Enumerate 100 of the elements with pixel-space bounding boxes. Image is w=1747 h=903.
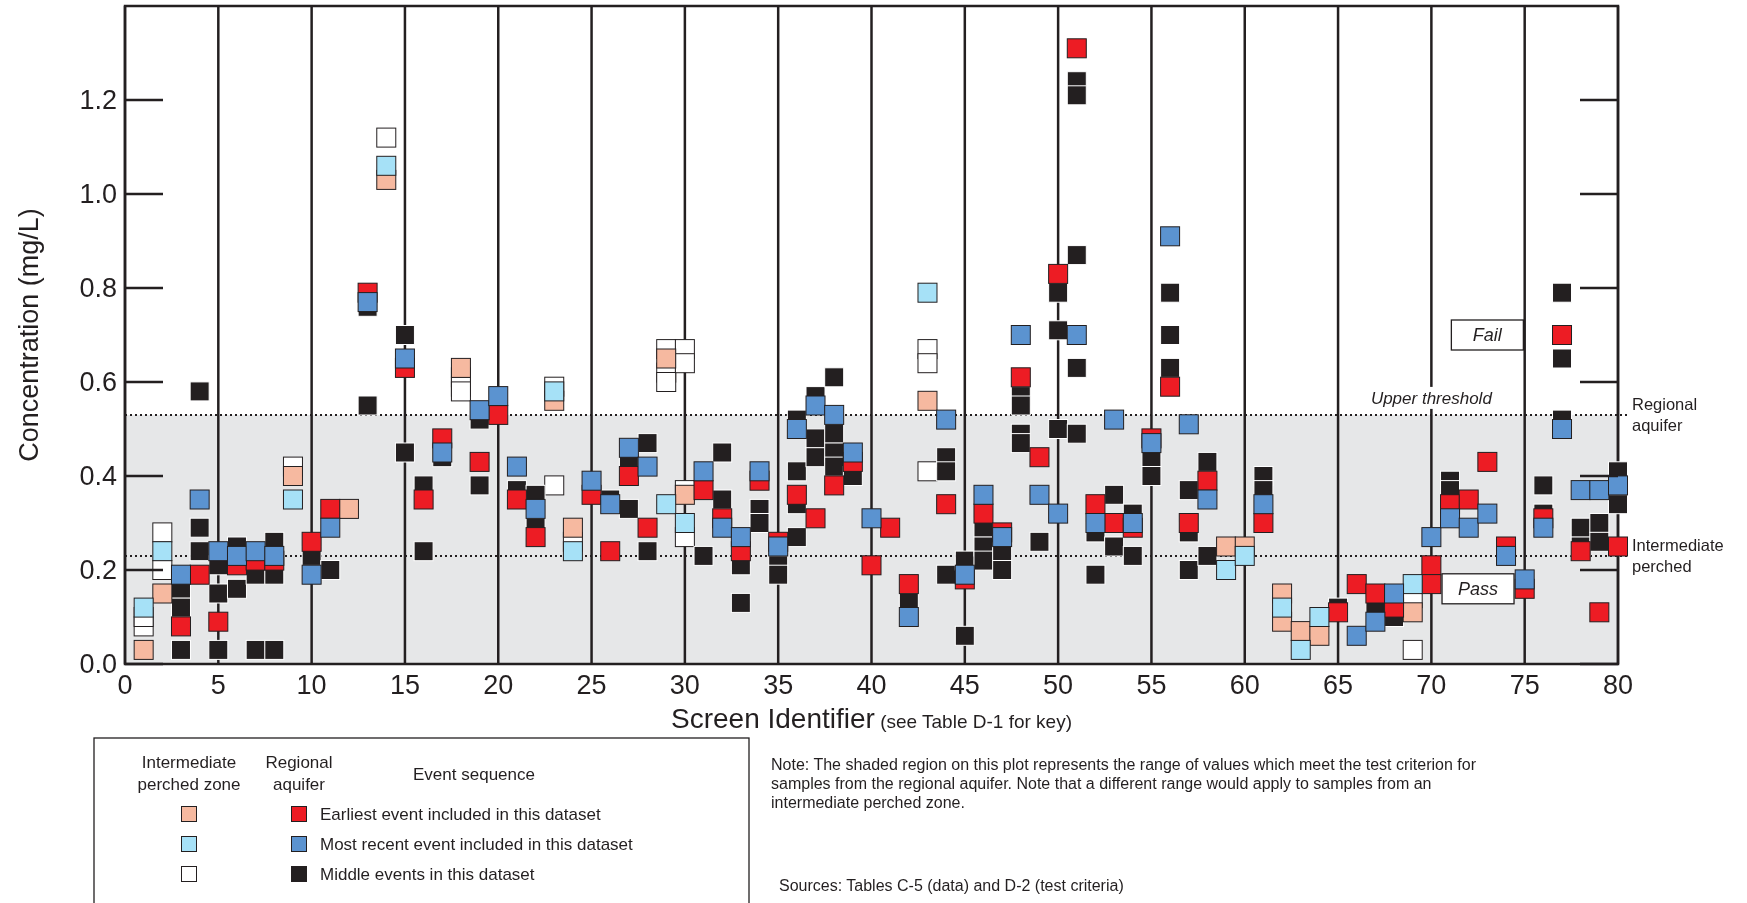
point — [133, 597, 154, 618]
point — [152, 522, 173, 543]
point — [917, 282, 938, 303]
x-tick-label: 30 — [669, 670, 700, 700]
point — [917, 390, 938, 411]
point — [824, 404, 845, 425]
source-note: Sources: Tables C-5 (data) and D-2 (test criteria) — [779, 877, 1124, 894]
point — [1066, 325, 1087, 345]
point — [1533, 517, 1554, 538]
point — [1346, 625, 1367, 646]
point — [618, 437, 639, 458]
y-tick-label: 0.8 — [79, 273, 117, 304]
x-tick-label: 0 — [117, 670, 133, 700]
point — [600, 494, 621, 515]
point — [656, 494, 677, 515]
point — [1514, 569, 1535, 590]
ref-line-label: Intermediate perched — [1632, 535, 1724, 575]
point — [1421, 527, 1442, 548]
point — [917, 461, 938, 482]
point — [674, 513, 695, 533]
point — [1440, 508, 1461, 529]
point — [992, 527, 1013, 548]
x-tick-label: 40 — [856, 670, 887, 700]
point — [842, 442, 863, 463]
point — [170, 564, 191, 585]
point — [394, 348, 415, 369]
point — [1402, 602, 1423, 623]
point — [282, 489, 303, 510]
point — [264, 545, 285, 566]
point — [1272, 597, 1293, 618]
point — [1234, 545, 1255, 566]
annotation: Fail — [1472, 325, 1503, 346]
point — [562, 541, 583, 562]
point — [1216, 560, 1237, 580]
x-tick-label: 5 — [210, 670, 226, 700]
point — [1589, 480, 1610, 501]
point — [133, 639, 154, 660]
annotation: Upper threshold — [1370, 388, 1493, 408]
point — [1309, 607, 1330, 627]
point — [581, 470, 602, 491]
point — [954, 564, 975, 585]
point — [488, 386, 509, 407]
point — [338, 498, 359, 519]
legend-title: Event sequence — [413, 765, 535, 784]
point — [152, 541, 173, 562]
x-tick-label: 50 — [1043, 670, 1074, 700]
point — [1477, 503, 1498, 524]
point — [1253, 494, 1274, 515]
x-tick-label: 55 — [1136, 670, 1167, 700]
point — [1104, 409, 1125, 430]
point — [1458, 517, 1479, 538]
point — [1384, 583, 1405, 604]
x-tick-label: 15 — [389, 670, 420, 700]
point — [1029, 484, 1050, 505]
point — [936, 409, 957, 430]
x-tick-label: 45 — [949, 670, 980, 700]
x-tick-label: 75 — [1509, 670, 1540, 700]
point — [786, 419, 807, 439]
ref-line-label: Regional aquifer — [1632, 394, 1698, 434]
point — [656, 372, 677, 392]
point — [805, 395, 826, 416]
legend-label: Middle events in this dataset — [320, 864, 535, 884]
point — [973, 484, 994, 505]
point — [544, 475, 565, 496]
point — [562, 517, 583, 538]
x-tick-label: 65 — [1323, 670, 1354, 700]
point — [1496, 545, 1517, 566]
point — [861, 508, 882, 529]
y-tick-label: 0.0 — [79, 649, 117, 680]
point — [730, 527, 751, 548]
point — [898, 607, 919, 627]
point — [1048, 503, 1069, 524]
point — [1122, 513, 1143, 533]
point — [506, 456, 527, 477]
point — [1160, 226, 1181, 247]
y-tick-label: 1.2 — [79, 85, 117, 116]
point — [525, 498, 546, 519]
point — [1570, 480, 1591, 501]
point — [152, 583, 173, 604]
y-tick-label: 1.0 — [79, 179, 117, 210]
x-tick-label: 20 — [483, 670, 514, 700]
point — [544, 381, 565, 402]
point — [450, 381, 471, 402]
point — [1141, 433, 1162, 454]
x-axis-title: Screen Identifier (see Table D-1 for key) — [670, 703, 1073, 734]
y-tick-label: 0.2 — [79, 555, 117, 586]
point — [1365, 611, 1386, 632]
point — [320, 517, 341, 538]
point — [656, 348, 677, 369]
x-tick-label: 35 — [763, 670, 794, 700]
point — [1290, 639, 1311, 660]
point — [450, 357, 471, 378]
point — [376, 155, 397, 176]
point — [1178, 414, 1199, 435]
point — [1608, 475, 1628, 496]
text: Note: The shaded region on this plot represents the range of values which meet the test criterion for samples from the regional aquifer. Note that a different range would apply to samples from an intermediate perched zone. — [771, 756, 1477, 811]
point — [1402, 639, 1423, 660]
x-tick-label: 60 — [1229, 670, 1260, 700]
x-tick-label: 70 — [1416, 670, 1447, 700]
point — [637, 456, 658, 477]
